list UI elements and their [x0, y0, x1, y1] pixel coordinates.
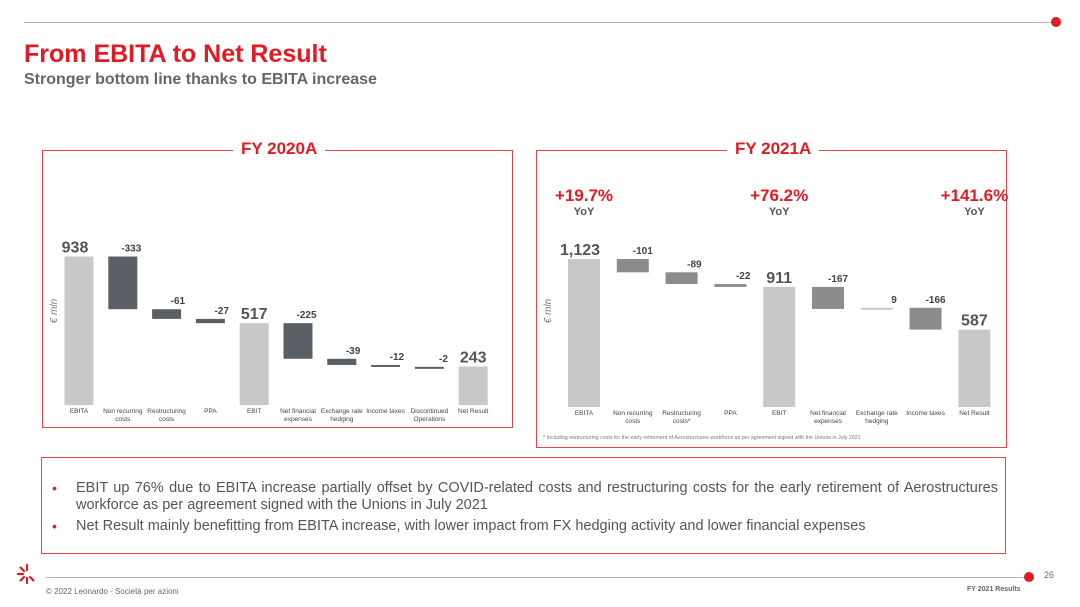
x-tick-label: Income taxes [906, 410, 945, 417]
data-label: -167 [828, 274, 848, 285]
bar-net-financial-expenses [812, 286, 844, 309]
x-tick-label: Net Result [959, 410, 990, 417]
data-label: 911 [766, 270, 792, 287]
page-number: 26 [1044, 570, 1055, 580]
data-label: 517 [241, 306, 268, 323]
data-label: 938 [62, 240, 89, 257]
data-label: 9 [891, 295, 897, 306]
chart-panel-fy2020: FY 2020A € mln 938 EBITA -333 Non recurring c… [42, 139, 513, 428]
x-tick-label: Non recurring costs [613, 410, 653, 425]
commentary-box: • EBIT up 76% due to EBITA increase part… [41, 457, 1006, 554]
bar-exchange-rate-hedging [327, 358, 357, 365]
bar-exchange-rate-hedging [860, 307, 893, 310]
bar-ebita [568, 258, 600, 407]
data-label: -101 [633, 246, 653, 257]
bullet-dot: • [52, 480, 57, 496]
x-tick-label: Net financial expenses [280, 408, 316, 423]
yoy-value: +141.6% [941, 186, 1009, 205]
bar-net-result [458, 366, 488, 405]
yoy-value: +76.2% [750, 186, 808, 205]
chart-panel-fy2021: FY 2021A € mln 1,123 EBITA -101 Non recurrin… [536, 139, 1009, 448]
bullet-text: EBIT up 76% due to EBITA increase partia… [76, 480, 998, 513]
yoy-label: YoY [769, 206, 790, 218]
yoy-label: YoY [964, 206, 985, 218]
bar-non-recurring-costs [616, 258, 649, 273]
y-axis-label: € mln [49, 298, 60, 323]
waterfall-chart-fy2021: € mln 1,123 EBITA -101 Non recurring costs -89… [543, 186, 1009, 441]
data-label: -225 [296, 310, 316, 321]
data-label: -27 [214, 306, 229, 317]
copyright: © 2022 Leonardo - Società per azioni [46, 587, 179, 596]
bar-restructuring-costs [152, 309, 182, 319]
x-tick-label: Exchange rate hedging [321, 408, 363, 423]
x-tick-label: Discontinued Operations [411, 408, 449, 423]
leonardo-logo-icon [16, 563, 35, 585]
bar-discontinued-operations [414, 366, 444, 369]
x-tick-label: Net Result [458, 408, 489, 415]
footer-rule-dot [1024, 572, 1034, 582]
data-label: -333 [121, 244, 141, 255]
header-rule [24, 22, 1056, 23]
data-label: -89 [687, 259, 702, 270]
x-tick-label: EBITA [575, 410, 594, 417]
bullet-text: Net Result mainly benefitting from EBITA… [76, 518, 866, 534]
bar-ebit [763, 286, 796, 407]
x-tick-label: Restructuring costs [147, 408, 186, 423]
chart-title-fy2020: FY 2020A [233, 139, 326, 159]
chart-footnote: * Including restructuring costs for the … [543, 435, 861, 441]
x-tick-label: EBIT [772, 410, 786, 417]
x-tick-label: Non recurring costs [103, 408, 143, 423]
header-rule-dot [1051, 17, 1061, 27]
data-label: -12 [390, 352, 405, 363]
page-title: From EBITA to Net Result [24, 40, 327, 68]
bullet-dot: • [52, 518, 57, 534]
yoy-label: YoY [574, 206, 595, 218]
data-label: -22 [736, 271, 751, 282]
data-label: -39 [346, 346, 361, 357]
data-label: 243 [460, 350, 487, 367]
yoy-value: +19.7% [555, 186, 613, 205]
data-label: -2 [439, 354, 448, 365]
bar-ppa [714, 284, 747, 287]
x-tick-label: Restructuring costs* [662, 410, 701, 425]
commentary-bullet: • EBIT up 76% due to EBITA increase part… [52, 480, 998, 514]
bar-restructuring-costs- [665, 272, 698, 285]
x-tick-label: Income taxes [366, 408, 405, 415]
x-tick-label: EBITA [70, 408, 89, 415]
x-tick-label: Exchange rate hedging [856, 410, 898, 425]
commentary-bullet: • Net Result mainly benefitting from EBI… [52, 518, 998, 535]
y-axis-label: € mln [543, 298, 554, 323]
bar-ppa [195, 318, 225, 324]
x-tick-label: PPA [724, 410, 737, 417]
chart-title-fy2021: FY 2021A [727, 139, 820, 159]
data-label: -61 [171, 296, 186, 307]
data-label: -166 [926, 295, 946, 306]
bar-income-taxes [371, 364, 401, 367]
waterfall-chart-fy2020: € mln 938 EBITA -333 Non recurring costs -61 Re… [49, 240, 489, 423]
bar-net-result [958, 329, 991, 407]
bar-income-taxes [909, 307, 942, 330]
document-label: FY 2021 Results [967, 586, 1021, 593]
x-tick-label: PPA [204, 408, 217, 415]
data-label: 1,123 [560, 242, 600, 259]
footer-rule [46, 577, 1026, 578]
x-tick-label: Net financial expenses [810, 410, 846, 425]
x-tick-label: EBIT [247, 408, 261, 415]
bar-net-financial-expenses [283, 323, 313, 359]
bar-non-recurring-costs [108, 256, 138, 310]
page-subtitle: Stronger bottom line thanks to EBITA inc… [24, 71, 377, 88]
bar-ebit [239, 323, 269, 405]
data-label: 587 [961, 313, 988, 330]
bar-ebita [64, 256, 94, 405]
